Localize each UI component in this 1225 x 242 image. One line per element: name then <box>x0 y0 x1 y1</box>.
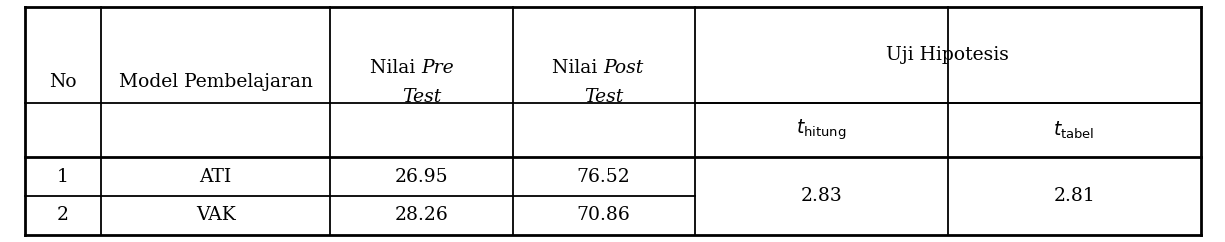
Text: Uji Hipotesis: Uji Hipotesis <box>886 46 1009 64</box>
Text: Nilai: Nilai <box>552 59 604 77</box>
Text: Nilai: Nilai <box>370 59 421 77</box>
Text: Test: Test <box>402 88 441 106</box>
Text: 70.86: 70.86 <box>577 206 631 224</box>
Text: ATI: ATI <box>200 168 232 186</box>
Text: 76.52: 76.52 <box>577 168 631 186</box>
Text: VAK: VAK <box>196 206 235 224</box>
Text: $t_{\mathrm{hitung}}$: $t_{\mathrm{hitung}}$ <box>796 118 846 142</box>
Text: 1: 1 <box>56 168 69 186</box>
Text: $t_{\mathrm{tabel}}$: $t_{\mathrm{tabel}}$ <box>1054 120 1095 141</box>
Text: No: No <box>49 73 76 91</box>
Text: 26.95: 26.95 <box>394 168 448 186</box>
Text: 2.81: 2.81 <box>1054 187 1095 205</box>
Text: 2: 2 <box>56 206 69 224</box>
Text: Model Pembelajaran: Model Pembelajaran <box>119 73 312 91</box>
Text: Post: Post <box>604 59 644 77</box>
Text: 2.83: 2.83 <box>800 187 842 205</box>
Text: Pre: Pre <box>421 59 454 77</box>
Text: 28.26: 28.26 <box>394 206 448 224</box>
Text: Test: Test <box>584 88 624 106</box>
